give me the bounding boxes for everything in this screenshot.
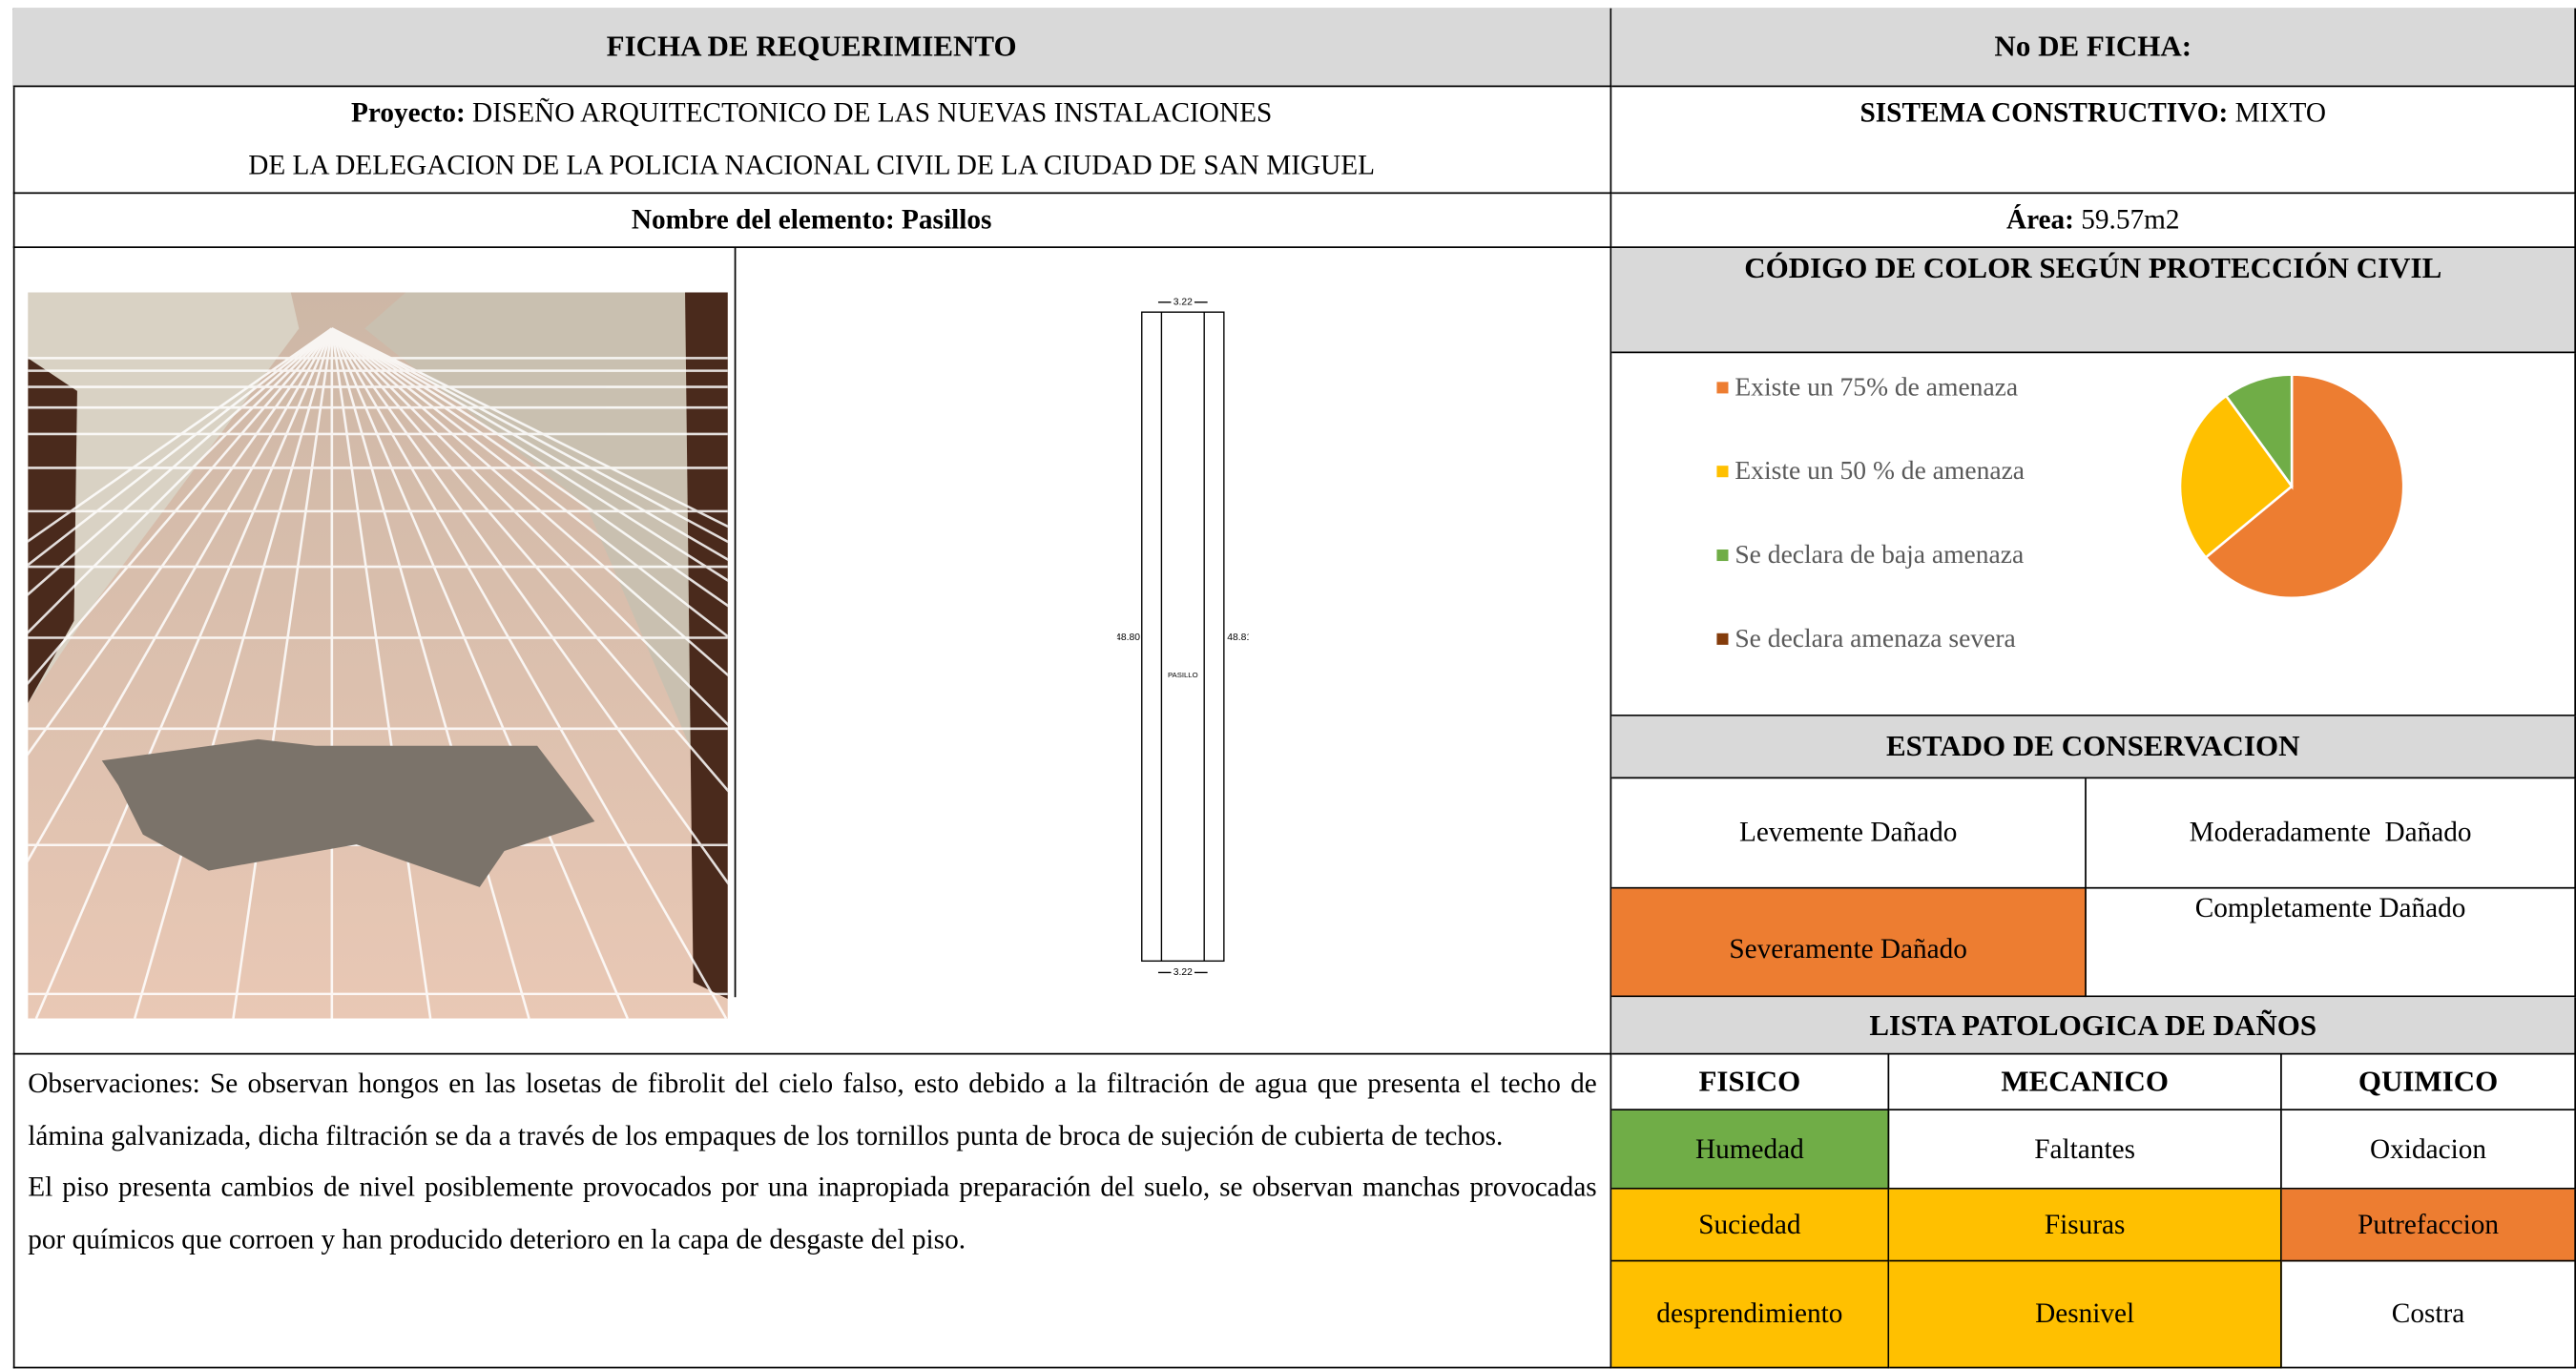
divider [734,248,737,998]
system-line: SISTEMA CONSTRUCTIVO: MIXTO [1860,97,2326,130]
tile-line [331,327,728,608]
tile-line [330,327,728,1019]
tile-line [331,327,728,561]
sheet-number: No DE FICHA: [1611,8,2576,88]
tile-line [28,327,333,596]
tile-line [28,327,333,543]
tile-line [28,327,333,567]
system-value: MIXTO [2234,96,2326,129]
tile-line [34,327,334,1019]
chart-title: CÓDIGO DE COLOR SEGÚN PROTECCIÓN CIVIL [1611,248,2576,354]
plan-dimension: 3.22 [1174,298,1193,308]
tile-line [330,328,530,1019]
sheet-title: FICHA DE REQUERIMIENTO [12,8,1612,88]
tile-line [232,328,334,1019]
plan-dimension: 3.22 [1174,967,1193,978]
damage-item: Humedad [1611,1110,1890,1190]
element-name: Nombre del elemento: Pasillos [12,194,1612,249]
legend-label: Existe un 50 % de amenaza [1735,455,2025,485]
tile-line [28,327,333,757]
tile-line [330,327,728,677]
pie-slice [2204,373,2405,600]
door-frame [28,358,77,703]
tile-line [331,327,728,529]
area-label: Área: [2005,203,2074,236]
area-value: 59.57m2 [2081,203,2180,236]
tile-line [28,327,333,634]
conservation-state: Severamente Dañado [1611,888,2087,998]
project-label: Proyecto: [350,96,466,129]
damage-item: Costra [2281,1261,2576,1369]
tile-line [28,327,333,863]
legend-label: Se declara amenaza severa [1735,623,2015,653]
conservation-state: Moderadamente Dañado [2086,778,2576,889]
project-cell: Proyecto: DISEÑO ARQUITECTONICO DE LAS N… [12,87,1612,195]
project-text: DISEÑO ARQUITECTONICO DE LAS NUEVAS INST… [472,96,1273,129]
damaged-patch [101,738,595,887]
plan-outline [1141,311,1225,963]
project-line: Proyecto: DISEÑO ARQUITECTONICO DE LAS N… [351,87,1272,139]
tile-line [330,327,728,885]
pie-slice [2178,394,2294,560]
damage-item: Oxidacion [2281,1110,2576,1190]
tile-line [331,327,728,583]
conservation-title: ESTADO DE CONSERVACION [1611,716,2576,779]
legend-marker [1716,633,1729,645]
tile-grid [28,327,728,1019]
legend-label: Se declara de baja amenaza [1735,539,2024,569]
tile-line [28,327,333,686]
pie-slice [2224,373,2294,490]
damage-item: Faltantes [1889,1110,2282,1190]
plan-dimension: 48.80 [1117,633,1140,643]
damage-item: Suciedad [1611,1189,1890,1262]
damage-column: FISICO [1611,1054,1890,1111]
damage-column: QUIMICO [2281,1054,2576,1111]
damage-title: LISTA PATOLOGICA DE DAÑOS [1611,997,2576,1055]
legend-label: Existe un 75% de amenaza [1735,371,2018,401]
damage-column: MECANICO [1889,1054,2282,1111]
plan-lines [1141,301,1225,974]
damage-item: Desnivel [1889,1261,2282,1369]
legend-marker [1716,549,1729,562]
plan-room: PASILLO [1168,671,1198,679]
tile-line [330,327,728,727]
system-cell: SISTEMA CONSTRUCTIVO: MIXTO [1611,87,2576,195]
pie-chart: Existe un 75% de amenaza Existe un 50 % d… [1716,371,2405,653]
tile-line [331,327,728,638]
tile-line [330,327,629,1019]
area-line: Área: 59.57m2 [2006,204,2180,237]
right-wall [364,292,728,835]
damage-item: Putrefaccion [2281,1189,2576,1262]
conservation-state: Levemente Dañado [1611,778,2087,889]
damage-item: Fisuras [1889,1189,2282,1262]
project-line: DE LA DELEGACION DE LA POLICIA NACIONAL … [248,149,1376,181]
legend-marker [1716,382,1729,394]
tile-line [330,327,728,793]
tile-line [133,328,334,1019]
tile-line [330,328,432,1019]
observation-paragraph: Observaciones: Se observan hongos en las… [28,1068,1597,1151]
floor-plan: 3.22 3.22 48.80 48.81 PASILLO [1117,295,1249,981]
media-cell [12,248,1612,1055]
conservation-state: Completamente Dañado [2086,888,2576,998]
plan-dimension: 48.81 [1227,633,1248,643]
damage-item: desprendimiento [1611,1261,1890,1369]
chart-cell [1611,353,2576,716]
corridor-photo [28,292,728,1019]
observations: Observaciones: Se observan hongos en las… [12,1054,1612,1369]
legend-marker [1716,466,1729,478]
tile-line [331,327,728,544]
observation-paragraph: El piso presenta cambios de nivel posibl… [28,1171,1597,1255]
area-cell: Área: 59.57m2 [1611,194,2576,249]
system-label: SISTEMA CONSTRUCTIVO: [1859,96,2229,129]
